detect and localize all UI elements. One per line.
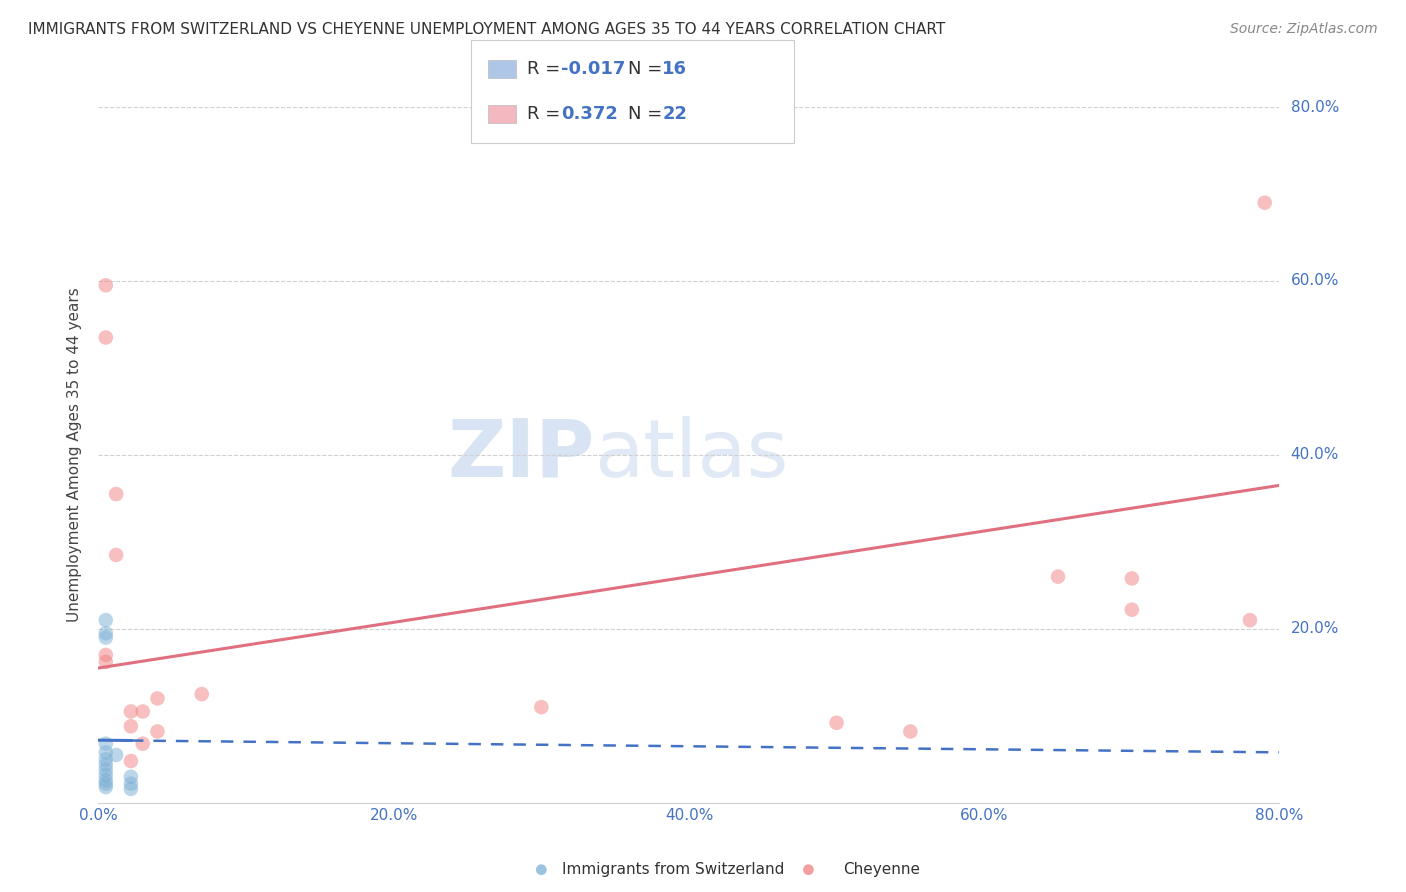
Point [94, 757, 117, 772]
Text: 22: 22 [662, 105, 688, 123]
Point [94, 626, 117, 640]
Text: Cheyenne: Cheyenne [844, 863, 921, 877]
Text: Immigrants from Switzerland: Immigrants from Switzerland [562, 863, 785, 877]
Point [825, 715, 848, 730]
Point [94, 737, 117, 751]
Text: IMMIGRANTS FROM SWITZERLAND VS CHEYENNE UNEMPLOYMENT AMONG AGES 35 TO 44 YEARS C: IMMIGRANTS FROM SWITZERLAND VS CHEYENNE … [28, 22, 945, 37]
Point [146, 691, 169, 706]
Point [120, 770, 142, 784]
Point [105, 747, 128, 762]
Point [191, 687, 214, 701]
Text: 80.0%: 80.0% [1291, 100, 1339, 114]
Point [94, 773, 117, 788]
Point [1239, 613, 1261, 627]
Point [120, 777, 142, 791]
Point [94, 278, 117, 293]
Point [94, 780, 117, 794]
Text: -0.017: -0.017 [561, 60, 626, 78]
Y-axis label: Unemployment Among Ages 35 to 44 years: Unemployment Among Ages 35 to 44 years [67, 287, 83, 623]
Text: 20.0%: 20.0% [1291, 622, 1339, 636]
Point [120, 719, 142, 733]
Point [94, 768, 117, 782]
Text: N =: N = [628, 60, 668, 78]
Point [94, 330, 117, 344]
Point [1046, 570, 1069, 584]
Point [94, 648, 117, 662]
Point [94, 763, 117, 777]
Text: atlas: atlas [595, 416, 789, 494]
Point [797, 863, 820, 877]
Point [132, 737, 155, 751]
Point [105, 548, 128, 562]
Point [94, 745, 117, 759]
Text: R =: R = [527, 105, 567, 123]
Point [94, 777, 117, 791]
Point [1121, 571, 1143, 585]
Point [900, 724, 922, 739]
Point [146, 724, 169, 739]
Point [94, 752, 117, 766]
Point [94, 613, 117, 627]
Point [94, 631, 117, 645]
Point [120, 754, 142, 768]
Point [120, 781, 142, 796]
Point [94, 655, 117, 669]
Text: 40.0%: 40.0% [1291, 448, 1339, 462]
Text: Source: ZipAtlas.com: Source: ZipAtlas.com [1230, 22, 1378, 37]
Text: N =: N = [628, 105, 668, 123]
Text: 0.372: 0.372 [561, 105, 617, 123]
Text: 60.0%: 60.0% [1291, 274, 1339, 288]
Point [105, 487, 128, 501]
Text: 16: 16 [662, 60, 688, 78]
Text: ZIP: ZIP [447, 416, 595, 494]
Point [530, 863, 553, 877]
Point [120, 705, 142, 719]
Point [1254, 195, 1277, 210]
Text: R =: R = [527, 60, 567, 78]
Point [530, 700, 553, 714]
Point [1121, 603, 1143, 617]
Point [132, 705, 155, 719]
